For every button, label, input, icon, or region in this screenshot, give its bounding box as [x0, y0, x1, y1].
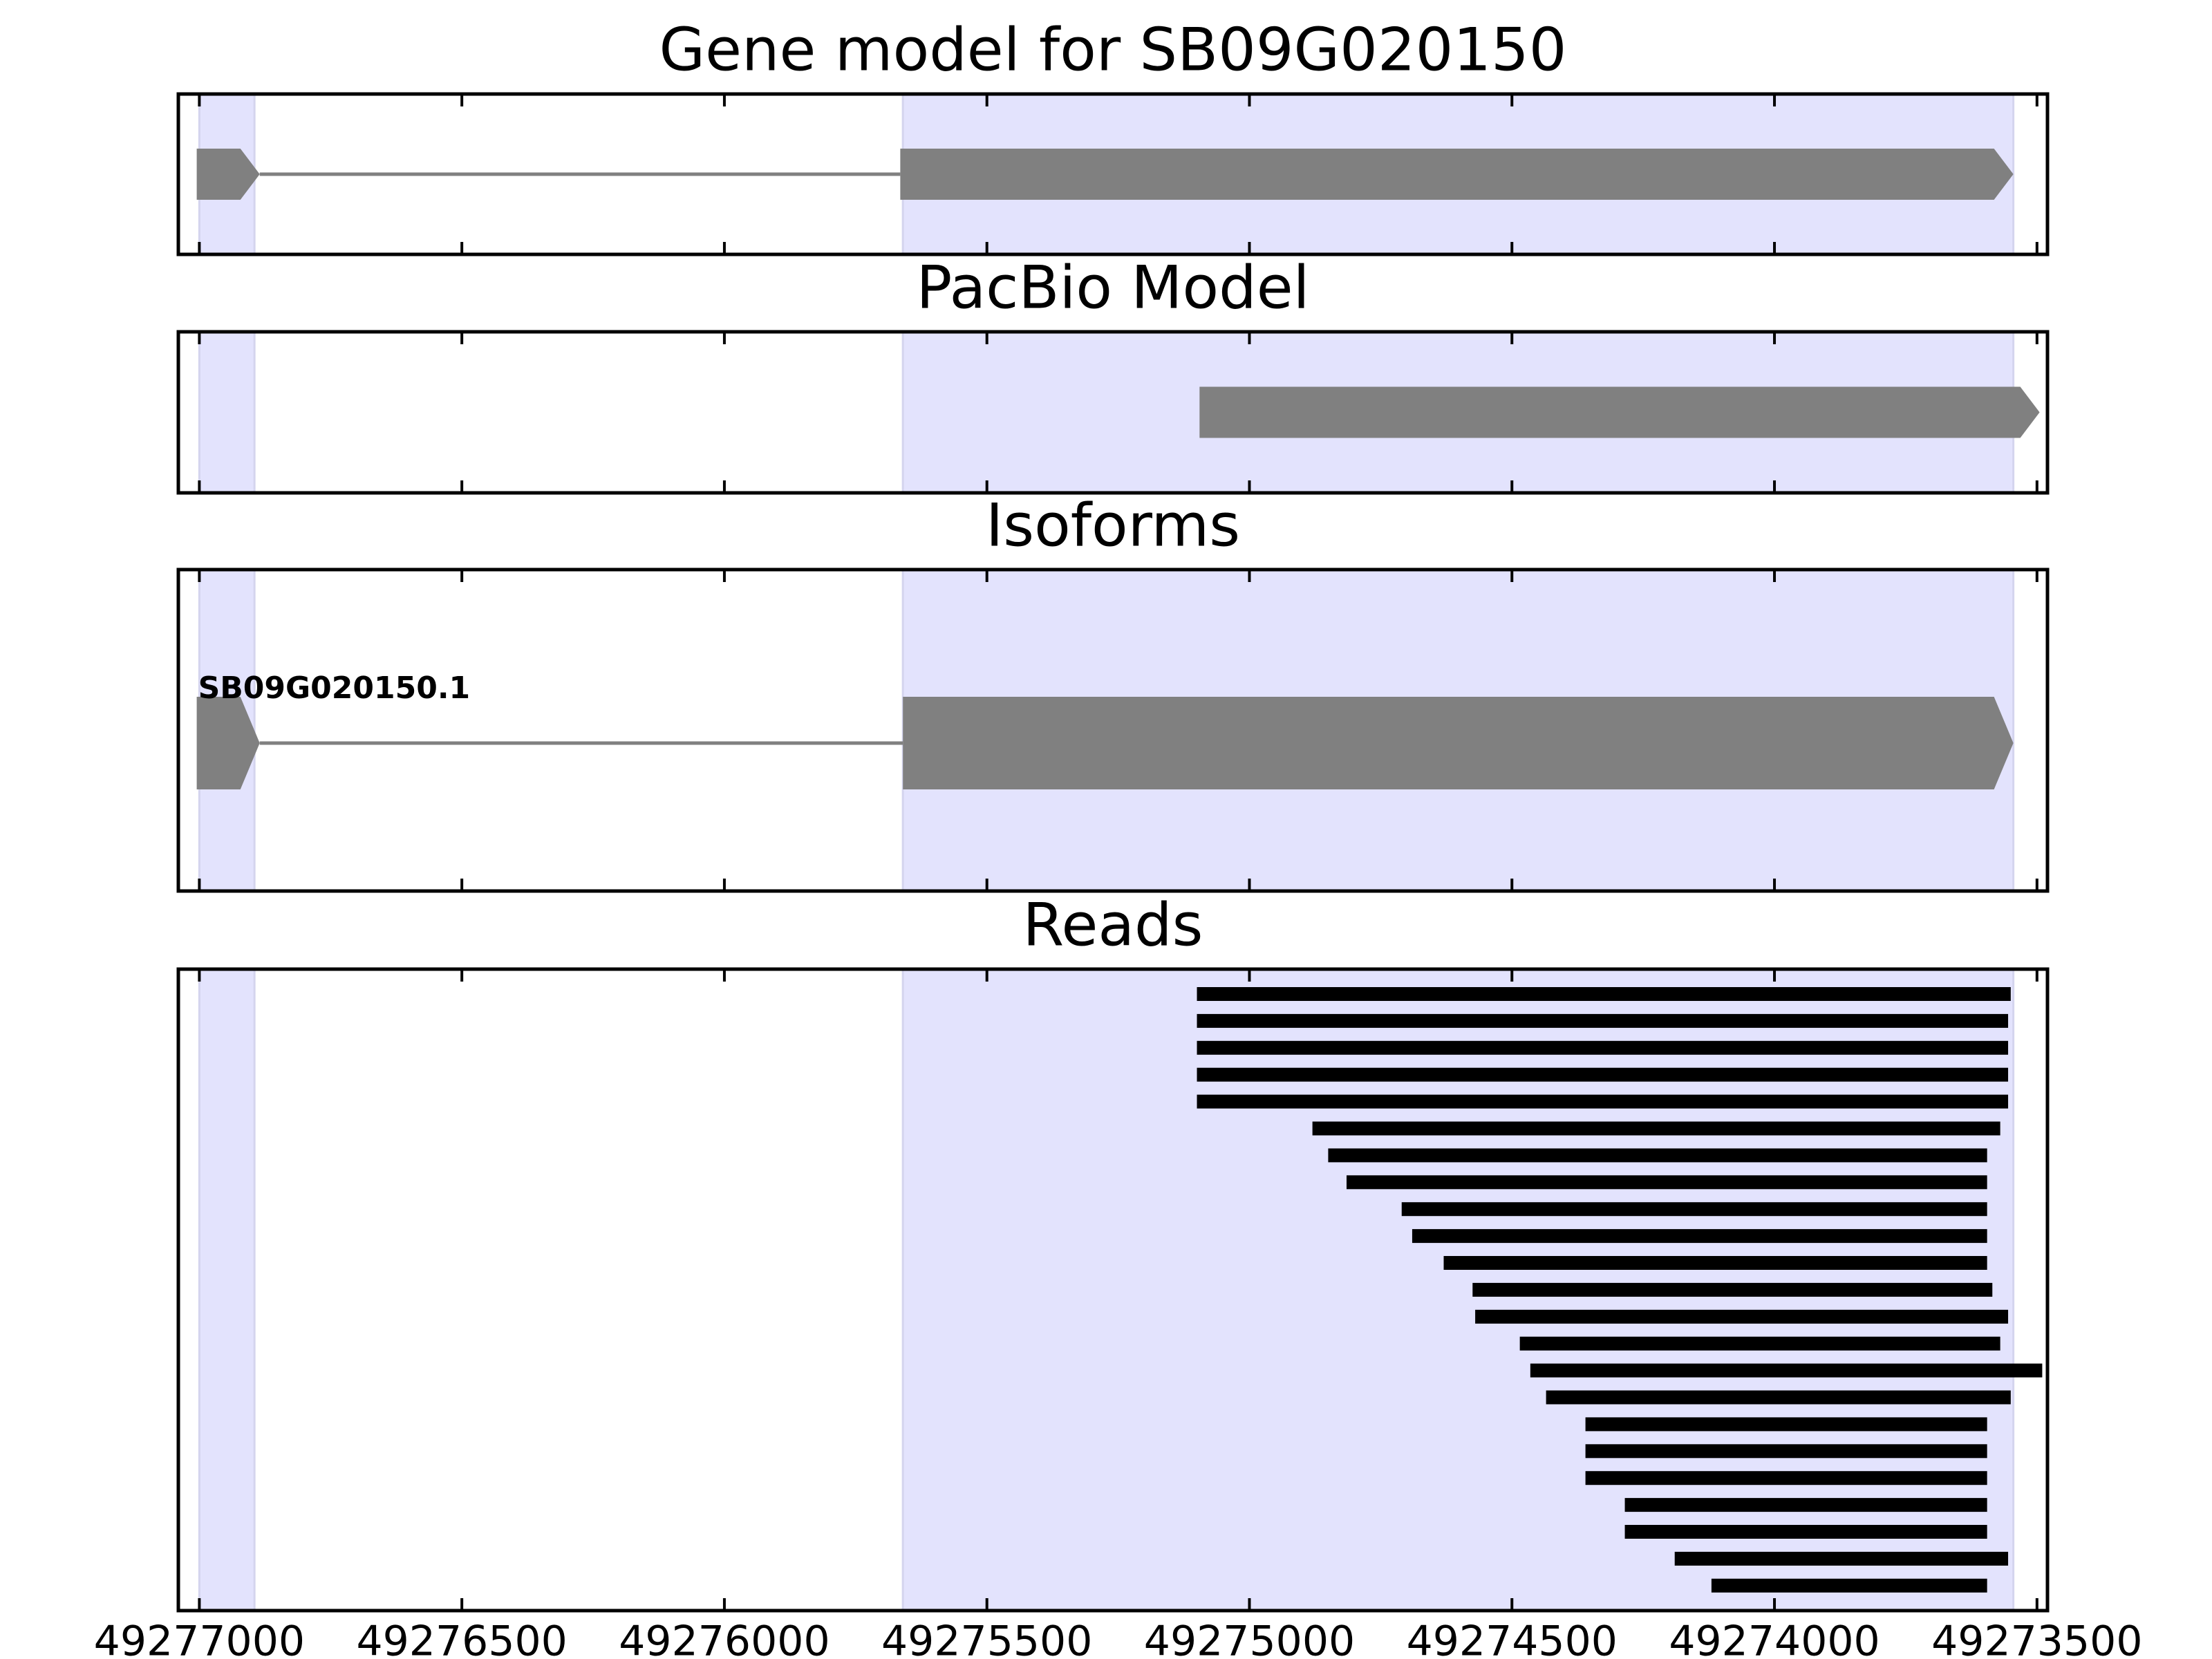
- panel-frame: [176, 330, 2050, 495]
- read-bar: [1412, 1229, 1987, 1244]
- panel-title: Isoforms: [986, 491, 1240, 560]
- read-bar: [1585, 1471, 1987, 1485]
- exon-shade-region: [198, 968, 256, 1612]
- read-bar: [1475, 1309, 2009, 1324]
- read-bar: [1624, 1525, 1987, 1539]
- read-bar: [1401, 1202, 1987, 1217]
- read-bar: [1585, 1417, 1987, 1432]
- panel-title: PacBio Model: [916, 253, 1309, 322]
- read-bar: [1312, 1121, 2000, 1136]
- panel-title: Gene model for SB09G020150: [659, 15, 1567, 84]
- read-bar: [1197, 1067, 2009, 1082]
- exon-shade-region: [198, 330, 256, 494]
- x-tick-label: 49274000: [1669, 1618, 1880, 1659]
- panel-1: Gene model for SB09G020150: [176, 15, 2050, 256]
- read-bar: [1546, 1390, 2011, 1405]
- exon-feature: [903, 697, 2014, 789]
- panel-2: PacBio Model: [176, 253, 2050, 495]
- panel-title: Reads: [1023, 890, 1203, 959]
- read-bar: [1674, 1551, 2009, 1566]
- panel-3: Isoforms SB09G020150.1: [176, 491, 2050, 893]
- x-tick-label: 49273500: [1931, 1618, 2142, 1659]
- read-bar: [1530, 1363, 2043, 1378]
- read-bar: [1197, 987, 2011, 1001]
- panel-frame: [176, 568, 2050, 893]
- panel-frame: [176, 92, 2050, 256]
- x-tick-label: 49275500: [881, 1618, 1092, 1659]
- isoform-label: SB09G020150.1: [198, 671, 471, 706]
- x-tick-label: 49276000: [619, 1618, 830, 1659]
- read-bar: [1197, 1040, 2009, 1055]
- read-bar: [1443, 1256, 1987, 1270]
- exon-feature: [1199, 386, 2040, 438]
- read-bar: [1519, 1336, 2000, 1351]
- panels: Gene model for SB09G020150 PacBio Model Is…: [94, 15, 2143, 1659]
- read-bar: [1328, 1148, 1987, 1163]
- exon-feature: [196, 149, 260, 200]
- exon-feature: [900, 149, 2014, 200]
- x-tick-label: 49277000: [94, 1618, 305, 1659]
- x-tick-label: 49275000: [1144, 1618, 1355, 1659]
- x-tick-label: 49274500: [1407, 1618, 1618, 1659]
- panel-4: Reads 49277000 49276500 49276000 49275500 492…: [94, 890, 2143, 1659]
- read-bar: [1585, 1444, 1987, 1459]
- read-bar: [1472, 1282, 1993, 1297]
- read-bar: [1711, 1578, 1987, 1593]
- x-tick-label: 49276500: [356, 1618, 567, 1659]
- read-bar: [1197, 1094, 2009, 1109]
- read-bar: [1624, 1498, 1987, 1512]
- exon-feature: [196, 697, 260, 789]
- read-bar: [1347, 1175, 1987, 1190]
- panel-frame: [176, 967, 2050, 1613]
- read-bar: [1197, 1013, 2009, 1028]
